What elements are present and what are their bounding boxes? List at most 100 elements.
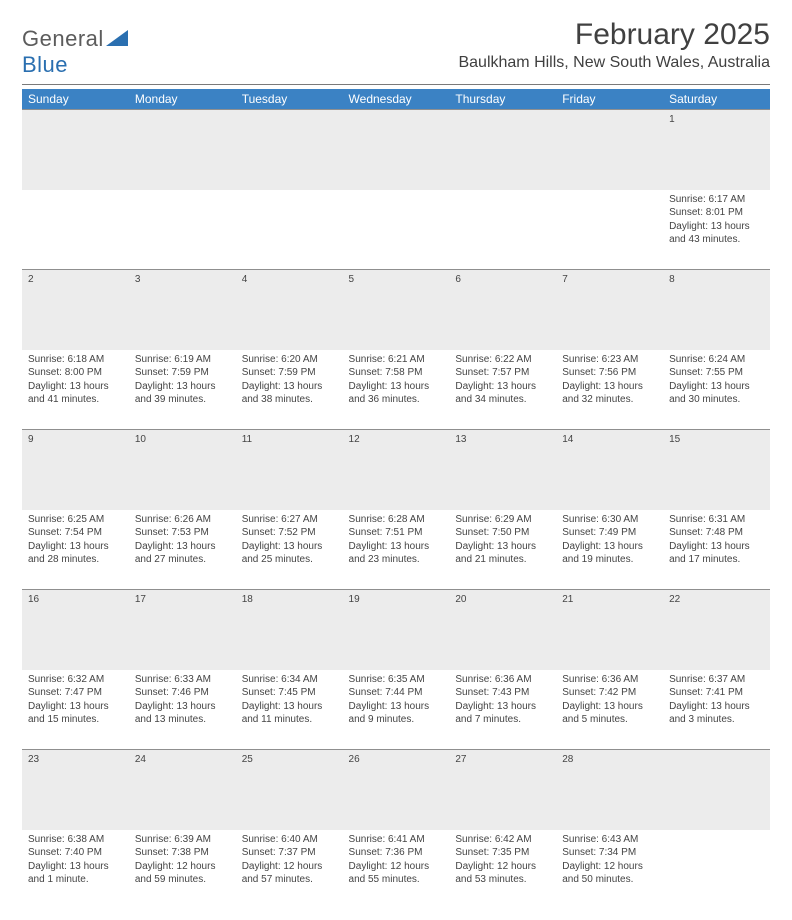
day-cell: Sunrise: 6:36 AMSunset: 7:42 PMDaylight:… (556, 670, 663, 750)
weekday-friday: Friday (556, 89, 663, 110)
day2-line: and 1 minute. (28, 873, 123, 887)
day-number: 19 (343, 590, 450, 670)
sunset-line: Sunset: 7:46 PM (135, 686, 230, 700)
sunrise-line: Sunrise: 6:23 AM (562, 353, 657, 367)
day-cell: Sunrise: 6:43 AMSunset: 7:34 PMDaylight:… (556, 830, 663, 910)
calendar-body: 1Sunrise: 6:17 AMSunset: 8:01 PMDaylight… (22, 110, 770, 910)
sunrise-line: Sunrise: 6:27 AM (242, 513, 337, 527)
day-number: 2 (22, 270, 129, 350)
sunrise-line: Sunrise: 6:29 AM (455, 513, 550, 527)
day-number: 10 (129, 430, 236, 510)
sunrise-line: Sunrise: 6:25 AM (28, 513, 123, 527)
location-text: Baulkham Hills, New South Wales, Austral… (458, 54, 770, 72)
day1-line: Daylight: 13 hours (28, 380, 123, 394)
brand-part2: Blue (22, 52, 68, 77)
day1-line: Daylight: 13 hours (349, 540, 444, 554)
day-cell: Sunrise: 6:18 AMSunset: 8:00 PMDaylight:… (22, 350, 129, 430)
day-cell: Sunrise: 6:27 AMSunset: 7:52 PMDaylight:… (236, 510, 343, 590)
sunset-line: Sunset: 7:49 PM (562, 526, 657, 540)
day1-line: Daylight: 13 hours (562, 700, 657, 714)
day-cell (343, 190, 450, 270)
day-number: 12 (343, 430, 450, 510)
sunrise-line: Sunrise: 6:36 AM (455, 673, 550, 687)
day-number: 13 (449, 430, 556, 510)
day2-line: and 3 minutes. (669, 713, 764, 727)
sunrise-line: Sunrise: 6:24 AM (669, 353, 764, 367)
sunrise-line: Sunrise: 6:35 AM (349, 673, 444, 687)
day2-line: and 34 minutes. (455, 393, 550, 407)
day-cell: Sunrise: 6:35 AMSunset: 7:44 PMDaylight:… (343, 670, 450, 750)
day1-line: Daylight: 13 hours (562, 540, 657, 554)
day-number (449, 110, 556, 190)
day-info-row: Sunrise: 6:25 AMSunset: 7:54 PMDaylight:… (22, 510, 770, 590)
day-cell: Sunrise: 6:38 AMSunset: 7:40 PMDaylight:… (22, 830, 129, 910)
day-cell: Sunrise: 6:22 AMSunset: 7:57 PMDaylight:… (449, 350, 556, 430)
day-cell: Sunrise: 6:17 AMSunset: 8:01 PMDaylight:… (663, 190, 770, 270)
day-number: 11 (236, 430, 343, 510)
sunset-line: Sunset: 7:40 PM (28, 846, 123, 860)
sunset-line: Sunset: 7:41 PM (669, 686, 764, 700)
day-cell: Sunrise: 6:20 AMSunset: 7:59 PMDaylight:… (236, 350, 343, 430)
day-number: 28 (556, 750, 663, 830)
header-rule (22, 84, 770, 85)
sunrise-line: Sunrise: 6:19 AM (135, 353, 230, 367)
header: General Blue February 2025 Baulkham Hill… (22, 18, 770, 78)
sunrise-line: Sunrise: 6:42 AM (455, 833, 550, 847)
day1-line: Daylight: 13 hours (669, 380, 764, 394)
day-cell: Sunrise: 6:33 AMSunset: 7:46 PMDaylight:… (129, 670, 236, 750)
day1-line: Daylight: 12 hours (242, 860, 337, 874)
sunrise-line: Sunrise: 6:32 AM (28, 673, 123, 687)
day2-line: and 13 minutes. (135, 713, 230, 727)
day2-line: and 27 minutes. (135, 553, 230, 567)
sunset-line: Sunset: 7:42 PM (562, 686, 657, 700)
day1-line: Daylight: 13 hours (28, 700, 123, 714)
sunset-line: Sunset: 7:47 PM (28, 686, 123, 700)
sunrise-line: Sunrise: 6:33 AM (135, 673, 230, 687)
day-number: 9 (22, 430, 129, 510)
day-cell (22, 190, 129, 270)
sunset-line: Sunset: 7:45 PM (242, 686, 337, 700)
day-number: 8 (663, 270, 770, 350)
day2-line: and 15 minutes. (28, 713, 123, 727)
sunset-line: Sunset: 7:59 PM (135, 366, 230, 380)
day-number (129, 110, 236, 190)
sunrise-line: Sunrise: 6:43 AM (562, 833, 657, 847)
sunrise-line: Sunrise: 6:36 AM (562, 673, 657, 687)
sunrise-line: Sunrise: 6:28 AM (349, 513, 444, 527)
sunrise-line: Sunrise: 6:37 AM (669, 673, 764, 687)
sunset-line: Sunset: 7:43 PM (455, 686, 550, 700)
brand-logo: General Blue (22, 18, 128, 78)
day1-line: Daylight: 12 hours (349, 860, 444, 874)
day-number: 22 (663, 590, 770, 670)
day1-line: Daylight: 13 hours (242, 700, 337, 714)
brand-part1: General (22, 26, 104, 51)
sunset-line: Sunset: 7:38 PM (135, 846, 230, 860)
day2-line: and 38 minutes. (242, 393, 337, 407)
day2-line: and 32 minutes. (562, 393, 657, 407)
sunset-line: Sunset: 7:35 PM (455, 846, 550, 860)
day2-line: and 53 minutes. (455, 873, 550, 887)
day-number: 24 (129, 750, 236, 830)
day-number: 23 (22, 750, 129, 830)
sunrise-line: Sunrise: 6:31 AM (669, 513, 764, 527)
day-number: 26 (343, 750, 450, 830)
day-number (22, 110, 129, 190)
day2-line: and 50 minutes. (562, 873, 657, 887)
day-number-row: 16171819202122 (22, 590, 770, 670)
calendar-table: Sunday Monday Tuesday Wednesday Thursday… (22, 89, 770, 910)
day-number-row: 9101112131415 (22, 430, 770, 510)
day2-line: and 36 minutes. (349, 393, 444, 407)
day1-line: Daylight: 13 hours (349, 380, 444, 394)
day2-line: and 21 minutes. (455, 553, 550, 567)
day-number (343, 110, 450, 190)
weekday-sunday: Sunday (22, 89, 129, 110)
day2-line: and 30 minutes. (669, 393, 764, 407)
weekday-saturday: Saturday (663, 89, 770, 110)
day-number-row: 232425262728 (22, 750, 770, 830)
day-cell: Sunrise: 6:34 AMSunset: 7:45 PMDaylight:… (236, 670, 343, 750)
day-number (663, 750, 770, 830)
day1-line: Daylight: 13 hours (28, 860, 123, 874)
day-info-row: Sunrise: 6:17 AMSunset: 8:01 PMDaylight:… (22, 190, 770, 270)
day-number-row: 1 (22, 110, 770, 190)
day2-line: and 41 minutes. (28, 393, 123, 407)
